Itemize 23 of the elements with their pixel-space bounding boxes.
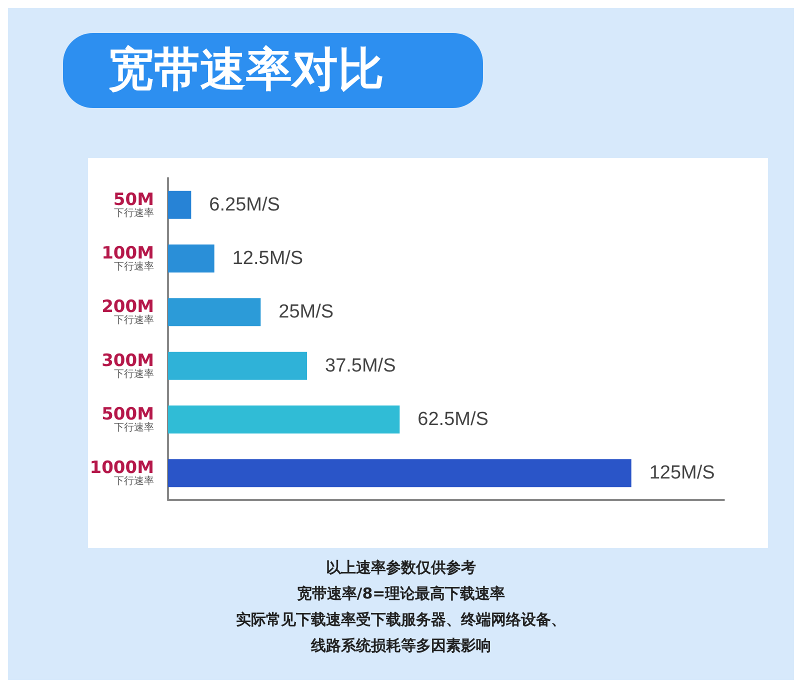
data-label: 25M/S xyxy=(278,302,334,323)
text: 实际常见下载速率受下载服务器、终端网络设备、 xyxy=(236,610,566,628)
bar xyxy=(168,406,400,434)
y-tick-label: 50M 下行速率 xyxy=(113,190,154,219)
data-label: 6.25M/S xyxy=(209,194,280,216)
text: 线路系统损耗等多因素影响 xyxy=(310,636,491,654)
data-label: 37.5M/S xyxy=(325,355,396,376)
y-tick-label: 100M 下行速率 xyxy=(102,244,154,272)
y-tick-label: 500M 下行速率 xyxy=(102,404,154,434)
y-tick-label: 300M 下行速率 xyxy=(102,350,154,380)
bar xyxy=(168,459,632,488)
data-label: 12.5M/S xyxy=(232,248,304,269)
chart-title: 宽带速率对比 xyxy=(108,42,384,96)
text: 宽带速率/8=理论最高下载速率 xyxy=(296,584,506,602)
bar xyxy=(168,352,307,380)
text: 以上速率参数仅供参考 xyxy=(326,558,476,576)
bar xyxy=(168,298,261,326)
bar xyxy=(168,244,214,272)
y-tick-label: 1000M 下行速率 xyxy=(90,458,154,488)
data-label: 125M/S xyxy=(649,462,715,484)
y-tick-label: 200M 下行速率 xyxy=(102,297,154,326)
data-label: 62.5M/S xyxy=(418,409,488,430)
bar xyxy=(168,190,192,219)
